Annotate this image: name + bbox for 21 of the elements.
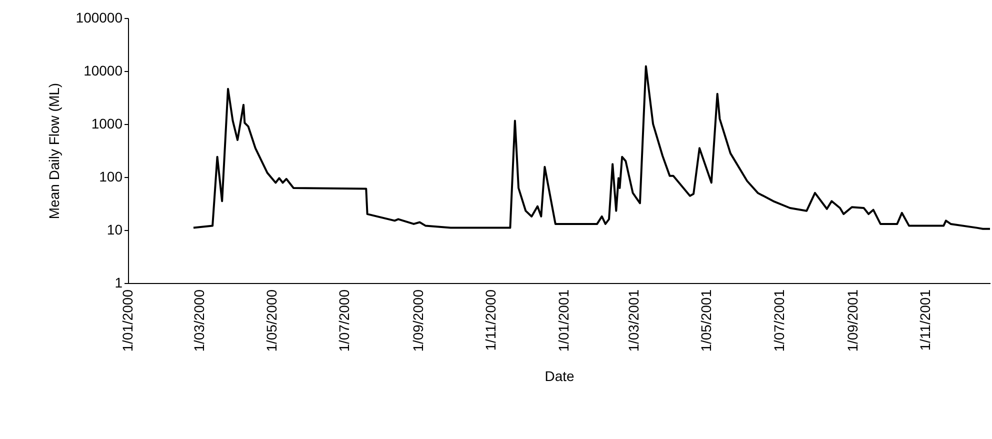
x-tick-label: 1/07/2001: [770, 289, 787, 352]
y-tick-label: 100000: [76, 10, 123, 26]
y-tick-label: 10000: [84, 62, 123, 78]
y-tick-label: 1: [114, 274, 123, 290]
y-tick-label: 1000: [91, 116, 123, 132]
x-tick-label: 1/03/2001: [626, 289, 642, 352]
x-tick-label: 1/05/2001: [698, 289, 714, 352]
x-tick-label: 1/11/2000: [482, 289, 499, 351]
line-series: [192, 65, 990, 230]
x-tick-label: 1/01/2001: [555, 289, 572, 352]
y-axis-title: Mean Daily Flow (ML): [46, 82, 62, 220]
x-tick-label: 1/09/2001: [844, 289, 861, 352]
x-tick-label: 1/05/2000: [264, 289, 280, 352]
x-axis-title: Date: [544, 368, 574, 384]
y-tick-label: 10: [106, 222, 123, 238]
x-tick-label: 1/11/2001: [917, 289, 934, 351]
x-tick-label: 1/01/2000: [120, 289, 136, 352]
x-tick-label: 1/03/2000: [190, 289, 207, 352]
x-tick-label: 1/07/2000: [336, 289, 352, 352]
x-tick-label: 1/09/2000: [410, 289, 426, 352]
y-tick-label: 100: [99, 168, 123, 184]
